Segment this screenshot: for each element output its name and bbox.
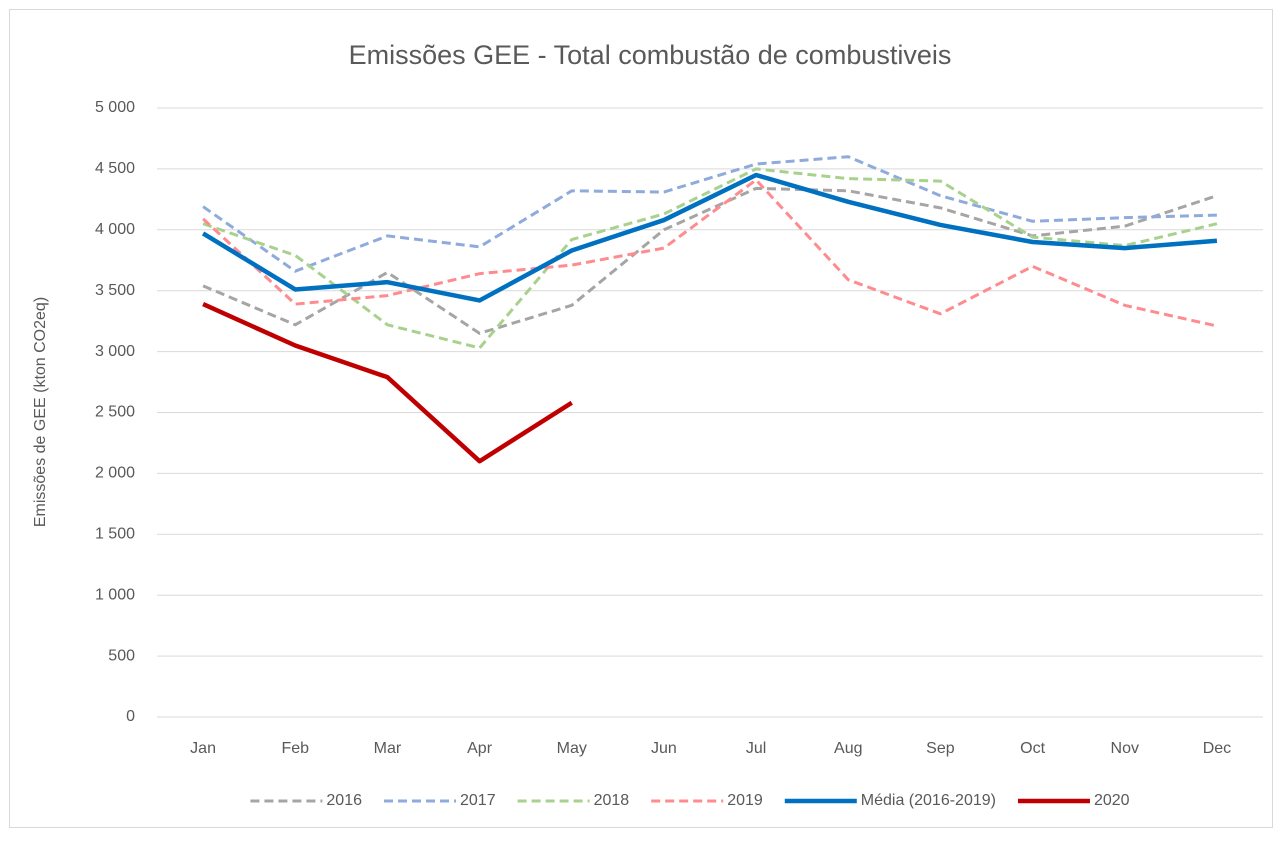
- y-tick-label: 5 000: [95, 99, 135, 116]
- chart-title: Emissões GEE - Total combustão de combus…: [349, 40, 952, 70]
- x-tick-label: Feb: [281, 740, 309, 757]
- y-tick-label: 1 500: [95, 526, 135, 543]
- y-tick-label: 3 500: [95, 282, 135, 299]
- x-tick-label: Nov: [1111, 740, 1139, 757]
- x-tick-label: Mar: [374, 740, 402, 757]
- y-tick-label: 4 000: [95, 221, 135, 238]
- legend-label: 2019: [727, 792, 763, 809]
- x-tick-label: Dec: [1203, 740, 1231, 757]
- y-tick-label: 3 000: [95, 343, 135, 360]
- x-tick-label: Oct: [1020, 740, 1045, 757]
- line-series: [202, 178, 1218, 328]
- y-tick-label: 2 000: [95, 465, 135, 482]
- chart-border: [9, 9, 1273, 828]
- legend-label: 2018: [594, 792, 630, 809]
- legend-label: 2020: [1094, 792, 1130, 809]
- x-tick-label: Jun: [651, 740, 677, 757]
- line-series: [202, 155, 1217, 273]
- y-tick-label: 500: [108, 647, 135, 664]
- x-tick-label: Aug: [834, 740, 862, 757]
- y-tick-label: 1 000: [95, 586, 135, 603]
- legend-label: Média (2016-2019): [861, 792, 996, 809]
- line-series: [202, 302, 573, 464]
- line-series: [201, 172, 1218, 303]
- y-tick-label: 0: [126, 708, 135, 725]
- legend-label: 2017: [460, 792, 496, 809]
- x-tick-label: Sep: [926, 740, 955, 757]
- y-tick-label: 4 500: [95, 160, 135, 177]
- x-tick-label: Jul: [746, 740, 766, 757]
- x-tick-label: Jan: [190, 740, 216, 757]
- line-series: [202, 167, 1218, 350]
- y-tick-label: 2 500: [95, 404, 135, 421]
- x-tick-label: Apr: [467, 740, 493, 757]
- y-axis-title: Emissões de GEE (kton CO2eq): [32, 297, 49, 527]
- legend-label: 2016: [326, 792, 362, 809]
- x-tick-label: May: [557, 740, 587, 757]
